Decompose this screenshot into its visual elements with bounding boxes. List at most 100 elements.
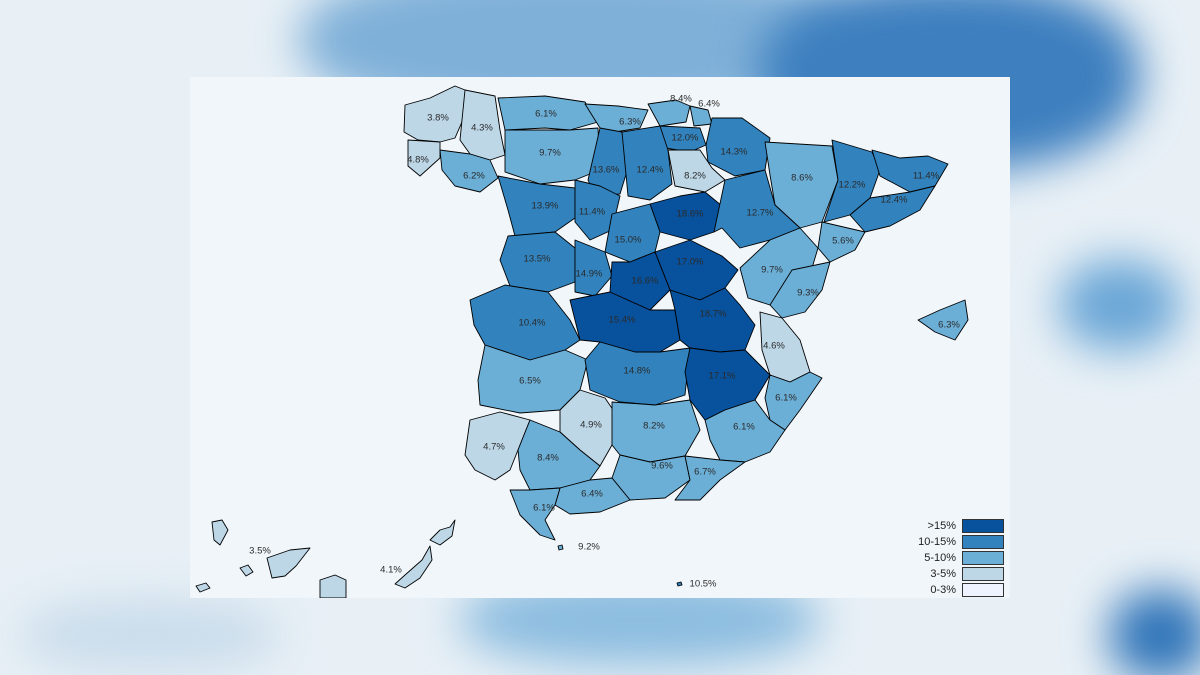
legend-label: 5-10%: [924, 551, 956, 564]
province-value-label: 13.6%: [593, 165, 620, 176]
province-region: [764, 371, 823, 431]
province-value-label: 3.5%: [249, 546, 271, 557]
province-value-label: 4.8%: [407, 155, 429, 166]
province-value-label: 4.9%: [580, 420, 602, 431]
province-value-label: 10.5%: [690, 579, 717, 590]
spain-choropleth-map: 3.8% 4.3% 6.1% 6.3% 8.4% 6.4% 12.0% 14.3% 4.8% 6.…: [195, 85, 969, 598]
province-region: [407, 139, 441, 177]
province-value-label: 16.6%: [632, 276, 659, 287]
province-value-label: 9.3%: [797, 288, 819, 299]
province-region: [764, 141, 839, 229]
province-value-label: 9.6%: [651, 461, 673, 472]
province-region: [769, 261, 831, 319]
province-region: [469, 284, 581, 361]
province-region: [459, 89, 506, 161]
province-region: [394, 519, 456, 589]
province-value-label: 13.9%: [532, 201, 559, 212]
province-value-label: 6.1%: [535, 109, 557, 120]
province-region: [917, 299, 969, 341]
province-value-label: 4.3%: [471, 123, 493, 134]
province-region: [499, 231, 576, 293]
province-region: [195, 519, 347, 598]
province-region: [509, 487, 561, 541]
province-region: [557, 544, 564, 551]
province-region: [554, 477, 631, 515]
province-value-label: 6.3%: [938, 320, 960, 331]
province-region: [569, 291, 681, 353]
province-value-label: 6.4%: [581, 489, 603, 500]
province-value-label: 8.6%: [791, 173, 813, 184]
province-region: [504, 127, 601, 185]
province-value-label: 8.4%: [537, 453, 559, 464]
map-legend: >15% 10-15% 5-10% 3-5% 0-3%: [904, 518, 1004, 597]
province-value-label: 12.0%: [672, 133, 699, 144]
province-value-label: 14.3%: [721, 147, 748, 158]
province-value-label: 4.7%: [483, 442, 505, 453]
province-value-label: 6.4%: [698, 99, 720, 110]
province-value-label: 9.2%: [578, 542, 600, 553]
province-value-label: 12.4%: [881, 195, 908, 206]
province-value-label: 10.4%: [519, 318, 546, 329]
province-value-label: 11.4%: [913, 171, 940, 182]
province-value-label: 8.4%: [670, 94, 692, 105]
province-value-label: 18.6%: [677, 209, 704, 220]
province-region: [849, 185, 936, 233]
province-value-label: 6.1%: [775, 393, 797, 404]
legend-swatch: [962, 550, 1004, 565]
legend-label: 3-5%: [930, 567, 956, 580]
background-blob: [1110, 590, 1200, 675]
province-value-label: 17.0%: [677, 257, 704, 268]
province-value-label: 5.6%: [832, 236, 854, 247]
province-region: [704, 399, 786, 463]
province-value-label: 18.7%: [700, 309, 727, 320]
province-value-label: 12.7%: [747, 208, 774, 219]
province-region: [464, 411, 531, 481]
legend-swatch: [962, 518, 1004, 533]
province-value-label: 9.7%: [539, 148, 561, 159]
province-region: [621, 125, 673, 201]
legend-swatch: [962, 534, 1004, 549]
province-region: [669, 287, 756, 353]
province-value-label: 8.2%: [684, 171, 706, 182]
province-value-label: 6.5%: [519, 376, 541, 387]
province-value-label: 11.4%: [579, 207, 606, 218]
province-value-label: 6.3%: [619, 117, 641, 128]
legend-label: >15%: [927, 519, 956, 532]
province-value-label: 15.0%: [615, 235, 642, 246]
province-value-label: 14.9%: [576, 269, 603, 280]
province-value-label: 12.4%: [637, 165, 664, 176]
legend-row: 3-5%: [904, 566, 1004, 581]
legend-row: 0-3%: [904, 582, 1004, 597]
legend-swatch: [962, 566, 1004, 581]
province-region: [497, 175, 576, 237]
province-value-label: 6.7%: [694, 467, 716, 478]
province-region: [647, 99, 691, 127]
province-region: [676, 581, 683, 587]
province-region: [705, 117, 771, 177]
legend-row: >15%: [904, 518, 1004, 533]
province-region: [871, 149, 949, 193]
province-value-label: 4.6%: [763, 341, 785, 352]
province-value-label: 4.1%: [380, 565, 402, 576]
background-blob: [1060, 260, 1180, 350]
legend-row: 10-15%: [904, 534, 1004, 549]
province-value-label: 3.8%: [427, 113, 449, 124]
province-value-label: 6.2%: [463, 171, 485, 182]
province-value-label: 17.1%: [709, 371, 736, 382]
background-blob: [20, 600, 280, 670]
legend-row: 5-10%: [904, 550, 1004, 565]
province-value-label: 6.1%: [733, 422, 755, 433]
province-value-label: 9.7%: [761, 265, 783, 276]
province-value-label: 6.1%: [533, 503, 555, 514]
province-region: [817, 221, 866, 263]
province-region: [403, 85, 471, 143]
province-value-label: 12.2%: [839, 180, 866, 191]
province-value-label: 8.2%: [643, 421, 665, 432]
province-value-label: 15.4%: [609, 315, 636, 326]
province-region: [584, 341, 691, 406]
map-card: 3.8% 4.3% 6.1% 6.3% 8.4% 6.4% 12.0% 14.3% 4.8% 6.…: [190, 77, 1010, 598]
legend-label: 10-15%: [918, 535, 956, 548]
legend-swatch: [962, 582, 1004, 597]
province-value-label: 14.8%: [624, 366, 651, 377]
province-region: [674, 455, 746, 501]
